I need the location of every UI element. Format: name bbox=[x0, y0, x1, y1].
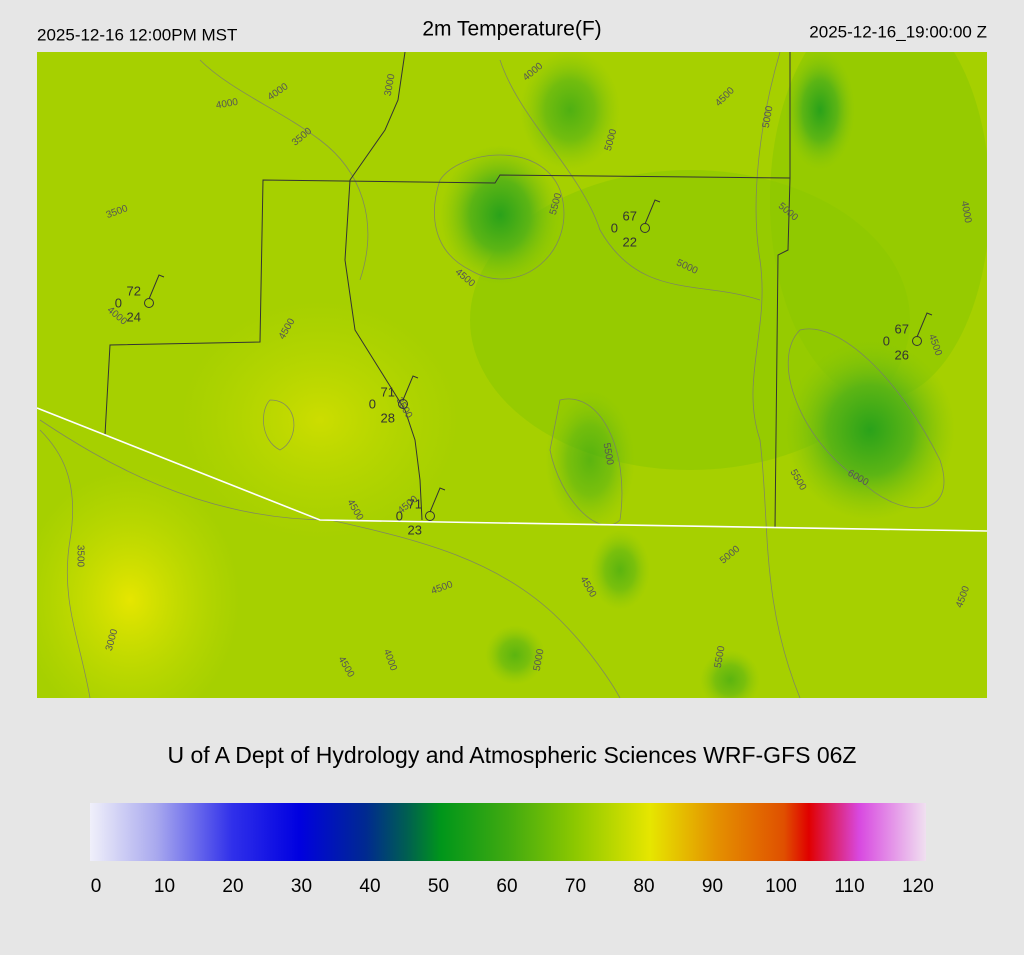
colorbar-tick-label: 80 bbox=[633, 876, 654, 897]
colorbar-tick-label: 20 bbox=[222, 876, 243, 897]
station-left: 0 bbox=[883, 333, 890, 348]
station: 71 0 28 bbox=[369, 375, 419, 425]
colorbar-tick-label: 70 bbox=[565, 876, 586, 897]
wind-barb bbox=[916, 312, 933, 338]
colorbar-tick-label: 40 bbox=[359, 876, 380, 897]
station: 72 0 24 bbox=[115, 274, 165, 324]
cool-area bbox=[440, 145, 560, 285]
cool-area bbox=[785, 52, 855, 170]
valid-time-utc: 2025-12-16_19:00:00 Z bbox=[809, 22, 987, 41]
valid-time-local: 2025-12-16 12:00PM MST bbox=[37, 25, 237, 44]
boundaries bbox=[104, 52, 791, 529]
contour-label: 4000 bbox=[959, 200, 974, 224]
contour-label: 5000 bbox=[532, 648, 547, 672]
station: 71 0 23 bbox=[396, 487, 446, 537]
border-line bbox=[37, 407, 987, 532]
colorbar-tick-label: 30 bbox=[291, 876, 312, 897]
colorbar-tick-label: 60 bbox=[496, 876, 517, 897]
colorbar-tick-label: 120 bbox=[902, 876, 934, 897]
station-top: 67 bbox=[895, 321, 909, 336]
colorbar bbox=[90, 803, 926, 861]
cool-area bbox=[485, 625, 545, 685]
station-top: 71 bbox=[408, 496, 422, 511]
wind-barb bbox=[148, 274, 165, 300]
cool-area bbox=[520, 52, 620, 170]
station-top: 71 bbox=[381, 384, 395, 399]
colorbar-tick-label: 90 bbox=[702, 876, 723, 897]
credit: U of A Dept of Hydrology and Atmospheric… bbox=[167, 742, 856, 768]
station-bottom: 23 bbox=[408, 522, 422, 537]
cool-area bbox=[545, 390, 635, 530]
station-left: 0 bbox=[115, 295, 122, 310]
cool-area bbox=[700, 650, 760, 698]
wind-barb bbox=[644, 199, 661, 225]
station-bottom: 28 bbox=[381, 410, 395, 425]
cool-area bbox=[785, 340, 955, 520]
contour-label: 5000 bbox=[761, 105, 776, 129]
station-left: 0 bbox=[396, 508, 403, 523]
station-left: 0 bbox=[611, 220, 618, 235]
colorbar-tick-label: 50 bbox=[428, 876, 449, 897]
colorbar-tick-label: 0 bbox=[91, 876, 102, 897]
colorbar-tick-label: 100 bbox=[765, 876, 797, 897]
contour-label: 5500 bbox=[601, 442, 616, 466]
contour-label: 5500 bbox=[713, 645, 728, 669]
contour-label: 4000 bbox=[215, 97, 239, 112]
station-left: 0 bbox=[369, 396, 376, 411]
station: 67 0 26 bbox=[883, 312, 933, 362]
cool-area bbox=[590, 530, 650, 610]
contour-label: 3000 bbox=[383, 73, 398, 97]
station-top: 72 bbox=[127, 283, 141, 298]
colorbar-tick-label: 110 bbox=[834, 876, 864, 897]
contour-label: 3500 bbox=[74, 545, 85, 568]
map-title: 2m Temperature(F) bbox=[422, 18, 601, 41]
warm-area bbox=[180, 300, 460, 540]
warm-area bbox=[37, 470, 240, 698]
wind-barb bbox=[429, 487, 446, 513]
contours bbox=[39, 52, 945, 698]
station: 67 0 22 bbox=[611, 199, 661, 249]
station-top: 67 bbox=[623, 208, 637, 223]
wind-barb bbox=[402, 375, 419, 401]
station-bottom: 26 bbox=[895, 347, 909, 362]
colorbar-tick-label: 10 bbox=[154, 876, 175, 897]
station-bottom: 22 bbox=[623, 234, 637, 249]
map: 4000400030003500350040005000450050005000… bbox=[37, 52, 987, 698]
station-bottom: 24 bbox=[127, 309, 141, 324]
